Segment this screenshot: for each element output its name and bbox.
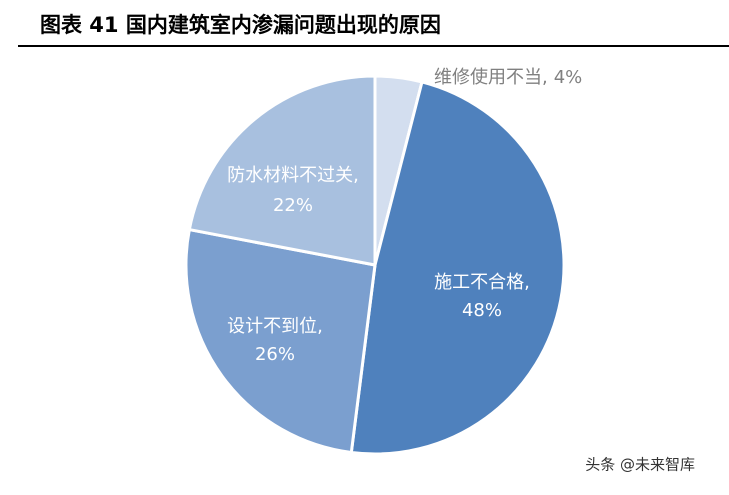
chart-title: 图表 41 国内建筑室内渗漏问题出现的原因 bbox=[40, 13, 441, 37]
value-label: 4% bbox=[554, 67, 583, 88]
pie-slice bbox=[349, 80, 566, 456]
value-label: 48% bbox=[462, 300, 502, 321]
pie-slice bbox=[184, 227, 377, 455]
value-label: 22% bbox=[273, 195, 313, 216]
pie-slice bbox=[187, 74, 377, 267]
slice-label: 防水材料不过关, bbox=[227, 165, 359, 186]
value-label: 26% bbox=[255, 344, 295, 365]
slice-label: 施工不合格, bbox=[434, 272, 530, 293]
slice-label: 设计不到位, bbox=[227, 316, 323, 337]
slice-label: 维修使用不当, bbox=[434, 67, 548, 88]
watermark: 头条 @未来智库 bbox=[585, 456, 695, 474]
